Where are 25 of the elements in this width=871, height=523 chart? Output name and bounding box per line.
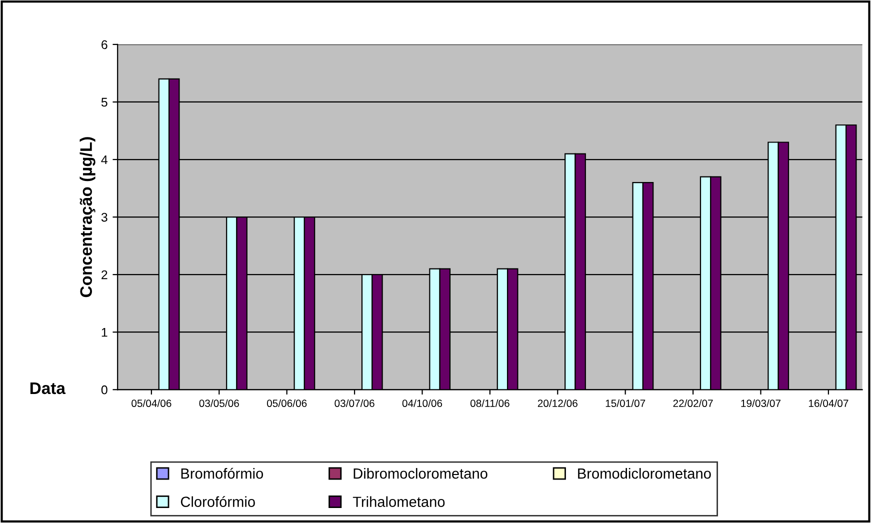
legend-label: Dibromoclorometano: [354, 468, 488, 479]
y-tick-label: 0: [101, 385, 108, 394]
x-tick-label: 05/04/06: [132, 399, 172, 408]
y-tick-label: 4: [101, 155, 108, 164]
x-tick-label: 19/03/07: [741, 399, 780, 408]
x-tick-label: 22/02/07: [673, 399, 713, 408]
x-tick-label: 16/04/07: [808, 399, 848, 408]
x-tick-label: 03/07/06: [334, 399, 374, 408]
x-axis-title: Data: [30, 382, 66, 394]
x-tick-label: 05/06/06: [266, 399, 307, 408]
legend-label: Clorofórmio: [180, 496, 255, 507]
x-tick-label: 08/11/06: [470, 399, 510, 408]
x-tick-label: 03/05/06: [199, 399, 239, 408]
legend-label: Bromofórmio: [181, 468, 264, 479]
y-tick-label: 3: [101, 212, 108, 222]
x-tick-label: 15/01/07: [606, 399, 646, 408]
y-tick-label: 6: [102, 40, 108, 50]
legend-label: Trihalometano: [352, 496, 445, 507]
y-tick-label: 5: [101, 98, 108, 107]
legend-label: Bromodiclorometano: [578, 468, 711, 479]
x-tick-label: 20/12/06: [538, 399, 578, 408]
y-tick-label: 2: [102, 270, 108, 280]
x-tick-label: 04/10/06: [402, 399, 442, 408]
y-tick-label: 1: [102, 328, 108, 337]
y-axis-title: Concentração (µg/L): [80, 137, 96, 298]
